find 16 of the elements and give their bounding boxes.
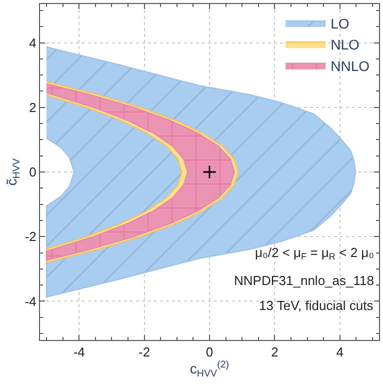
y-tick-label: 4: [29, 35, 36, 50]
annotation: NNPDF31_nnlo_as_118: [234, 273, 374, 288]
x-tick-label: -2: [138, 344, 150, 360]
x-tick-label: -4: [73, 344, 85, 360]
x-tick-label: 0: [206, 344, 214, 360]
x-tick-label: 4: [336, 344, 344, 360]
annotation: μ₀/2 < μ$_{F}$ = μ$_{R}$ < 2 μ₀: [255, 245, 374, 262]
y-tick-label: 2: [29, 100, 36, 115]
y-tick-label: -2: [24, 229, 36, 244]
annotation: 13 TeV, fiducial cuts: [259, 298, 374, 313]
y-tick-label: -4: [24, 294, 36, 309]
legend-label: NNLO: [330, 58, 370, 74]
x-tick-label: 2: [271, 344, 278, 360]
legend-label: NLO: [330, 36, 360, 53]
y-tick-label: 0: [29, 164, 36, 180]
legend-label: LO: [330, 15, 350, 32]
